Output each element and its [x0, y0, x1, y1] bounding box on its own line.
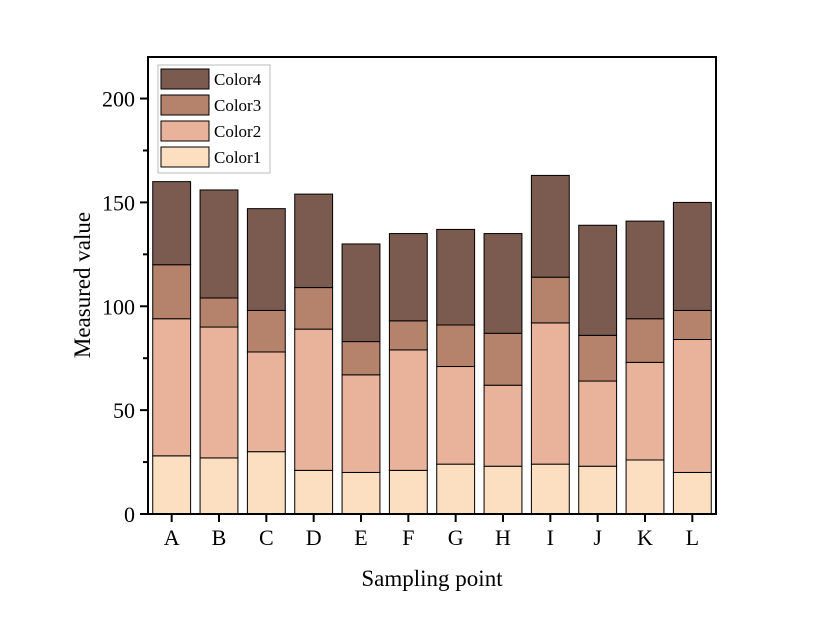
bar-E-color1: [341, 471, 381, 515]
bar-A-color3: [152, 264, 192, 320]
bar-D-color1: [294, 469, 334, 515]
x-tick-label-H: H: [495, 525, 511, 550]
x-tick-label-F: F: [402, 525, 414, 550]
y-axis-title: Measured value: [70, 212, 95, 358]
x-tick-label-D: D: [306, 525, 322, 550]
legend-swatch-color1: [160, 146, 210, 168]
y-axis: 0 50 100 150 200: [102, 87, 148, 527]
x-tick-label-K: K: [637, 525, 653, 550]
bars-layer: [152, 174, 712, 515]
y-tick-label-200: 200: [102, 87, 135, 112]
bar-H-color3: [483, 332, 523, 386]
bar-L-color3: [672, 309, 712, 341]
bar-H-color1: [483, 465, 523, 515]
bar-C-color2: [246, 351, 286, 453]
bar-K-color2: [625, 361, 665, 461]
x-axis: A B C D E F G H I J K L: [164, 514, 699, 550]
bar-G-color1: [436, 463, 476, 515]
bar-A-color2: [152, 318, 192, 457]
bar-G-color3: [436, 324, 476, 368]
y-tick-label-50: 50: [113, 398, 135, 423]
bar-J-color1: [578, 465, 618, 515]
bar-F-color4: [388, 233, 428, 322]
bar-F-color1: [388, 469, 428, 515]
bar-E-color2: [341, 374, 381, 473]
bar-C-color1: [246, 451, 286, 515]
bar-B-color2: [199, 326, 239, 459]
bar-K-color3: [625, 318, 665, 363]
legend-swatch-color3: [160, 94, 210, 116]
bar-L-color2: [672, 339, 712, 473]
bar-I-color1: [530, 463, 570, 515]
bar-D-color4: [294, 193, 334, 289]
legend-label-color2: Color2: [214, 122, 261, 141]
plot-frame: [147, 56, 717, 515]
y-tick-label-150: 150: [102, 190, 135, 215]
legend-label-color4: Color4: [214, 70, 262, 89]
bar-I-color4: [530, 174, 570, 278]
bar-A-color1: [152, 455, 192, 515]
bar-E-color4: [341, 243, 381, 343]
bar-E-color3: [341, 341, 381, 376]
bar-A-color4: [152, 181, 192, 266]
bar-H-color4: [483, 233, 523, 334]
x-tick-label-A: A: [164, 525, 180, 550]
legend-label-color1: Color1: [214, 148, 261, 167]
bar-I-color3: [530, 276, 570, 324]
bar-D-color2: [294, 328, 334, 471]
bar-I-color2: [530, 322, 570, 465]
bar-D-color3: [294, 287, 334, 330]
x-tick-label-L: L: [686, 525, 699, 550]
bar-B-color1: [199, 457, 239, 515]
x-tick-label-J: J: [593, 525, 602, 550]
x-axis-title: Sampling point: [361, 566, 503, 591]
bar-F-color3: [388, 320, 428, 351]
bar-K-color1: [625, 459, 665, 515]
legend-label-color3: Color3: [214, 96, 261, 115]
bar-K-color4: [625, 220, 665, 320]
bar-C-color4: [246, 208, 286, 311]
legend-swatch-color4: [160, 68, 210, 90]
bar-G-color4: [436, 228, 476, 326]
bar-F-color2: [388, 349, 428, 471]
bar-H-color2: [483, 384, 523, 467]
x-tick-label-C: C: [259, 525, 274, 550]
legend-swatch-color2: [160, 120, 210, 142]
x-tick-label-I: I: [547, 525, 554, 550]
bar-B-color4: [199, 189, 239, 299]
bar-J-color2: [578, 380, 618, 467]
x-tick-label-G: G: [448, 525, 464, 550]
y-tick-label-100: 100: [102, 294, 135, 319]
bar-J-color4: [578, 224, 618, 336]
bar-L-color1: [672, 471, 712, 515]
bar-C-color3: [246, 309, 286, 353]
bar-L-color4: [672, 201, 712, 311]
bar-B-color3: [199, 297, 239, 328]
x-tick-label-E: E: [354, 525, 367, 550]
y-tick-label-0: 0: [124, 502, 135, 527]
bar-J-color3: [578, 334, 618, 382]
legend: Color4 Color3 Color2 Color1: [157, 64, 271, 174]
x-tick-label-B: B: [212, 525, 227, 550]
bar-G-color2: [436, 366, 476, 465]
